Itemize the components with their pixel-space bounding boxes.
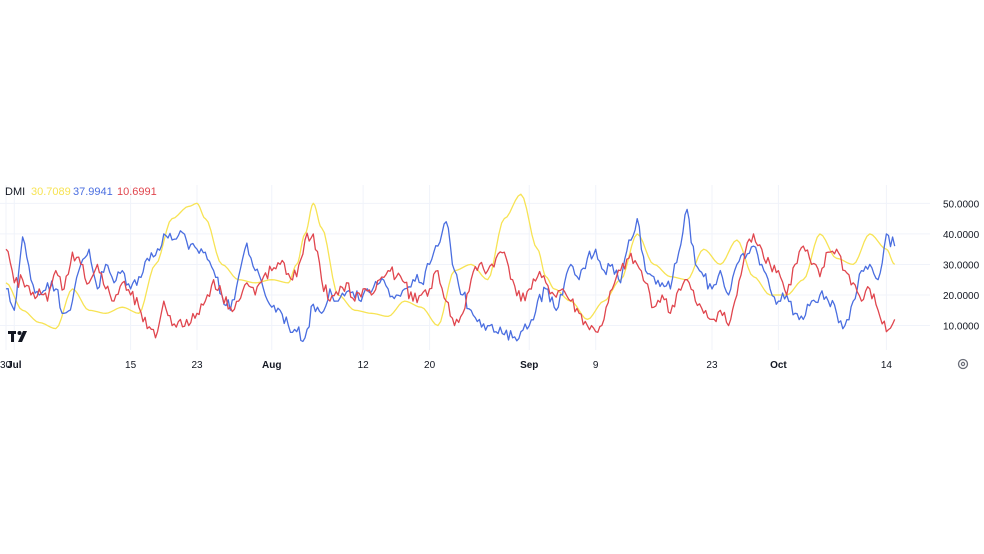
x-tick-label: Oct [770,360,787,371]
legend-plus-di-value: 37.9941 [73,186,113,198]
gear-icon[interactable] [957,358,969,370]
y-tick-label: 40.0000 [943,230,980,241]
x-tick-label: Jul [7,360,22,371]
series-line-minus-di [5,232,896,339]
series-lines [5,193,896,343]
legend-title: DMI [5,186,25,198]
legend[interactable]: DMI 30.7089 37.9941 10.6991 [5,186,157,198]
x-tick-label: Aug [262,360,281,371]
y-tick-label: 50.0000 [943,199,980,210]
legend-minus-di-value: 10.6991 [117,186,157,198]
series-line-adx [5,193,896,330]
y-tick-label: 30.0000 [943,260,980,271]
grid [0,185,930,350]
x-tick-label: 23 [706,360,718,371]
y-tick-label: 20.0000 [943,291,980,302]
x-tick-label: 14 [881,360,893,371]
legend-adx-value: 30.7089 [31,186,71,198]
x-tick-label: 23 [191,360,203,371]
y-axis-labels: 50.0000 40.0000 30.0000 20.0000 10.0000 [943,199,980,332]
y-tick-label: 10.0000 [943,322,980,333]
x-tick-label: 20 [424,360,436,371]
x-tick-label: Sep [520,360,538,371]
tradingview-logo-icon[interactable] [8,331,27,342]
x-tick-label: 30 [0,360,12,371]
x-tick-label: 9 [593,360,599,371]
x-tick-label: 12 [358,360,370,371]
x-tick-label: 15 [125,360,137,371]
series-line-plus-di [5,208,896,343]
